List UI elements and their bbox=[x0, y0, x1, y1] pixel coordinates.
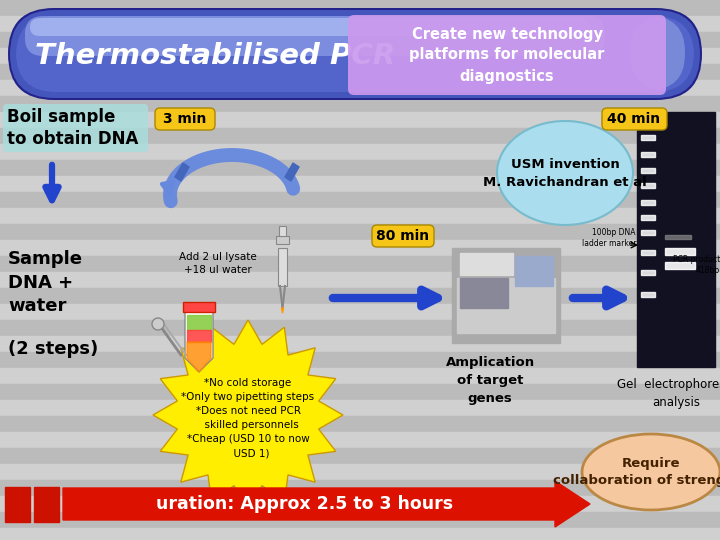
FancyBboxPatch shape bbox=[630, 16, 685, 90]
Bar bbox=[637, 112, 715, 367]
Bar bbox=[665, 262, 695, 269]
Bar bbox=[0, 336, 720, 352]
Text: (2 steps): (2 steps) bbox=[8, 340, 98, 358]
Polygon shape bbox=[285, 163, 299, 181]
Bar bbox=[0, 416, 720, 432]
Text: 100bp DNA
ladder marker: 100bp DNA ladder marker bbox=[582, 228, 636, 248]
Text: PCR product
418bp: PCR product 418bp bbox=[672, 255, 720, 275]
Bar bbox=[0, 144, 720, 160]
FancyBboxPatch shape bbox=[3, 104, 148, 152]
FancyBboxPatch shape bbox=[602, 108, 667, 130]
Text: Add 2 ul lysate
+18 ul water: Add 2 ul lysate +18 ul water bbox=[179, 252, 257, 275]
Bar bbox=[0, 272, 720, 288]
Bar bbox=[0, 400, 720, 416]
Bar bbox=[0, 208, 720, 224]
Ellipse shape bbox=[497, 121, 633, 225]
FancyBboxPatch shape bbox=[30, 18, 590, 36]
Bar bbox=[0, 512, 720, 528]
Polygon shape bbox=[185, 310, 213, 372]
Bar bbox=[0, 176, 720, 192]
Bar bbox=[0, 256, 720, 272]
Text: USM invention
M. Ravichandran et al: USM invention M. Ravichandran et al bbox=[483, 158, 647, 188]
Bar bbox=[641, 215, 655, 220]
Bar bbox=[641, 230, 655, 235]
Bar bbox=[0, 96, 720, 112]
Bar bbox=[0, 384, 720, 400]
Bar bbox=[515, 256, 553, 286]
Circle shape bbox=[152, 318, 164, 330]
Bar bbox=[641, 270, 655, 275]
Bar bbox=[641, 183, 655, 188]
Bar bbox=[278, 248, 287, 286]
Text: Thermostabilised PCR: Thermostabilised PCR bbox=[35, 42, 395, 70]
Bar bbox=[641, 168, 655, 173]
Bar bbox=[0, 224, 720, 240]
Bar bbox=[0, 16, 720, 32]
Text: Gel  electrophoresis
analysis: Gel electrophoresis analysis bbox=[617, 378, 720, 409]
Bar bbox=[0, 304, 720, 320]
Bar bbox=[665, 235, 691, 239]
Bar bbox=[0, 448, 720, 464]
FancyBboxPatch shape bbox=[155, 108, 215, 130]
Bar bbox=[0, 432, 720, 448]
Bar bbox=[0, 288, 720, 304]
Bar bbox=[276, 236, 289, 244]
FancyBboxPatch shape bbox=[16, 16, 694, 92]
FancyBboxPatch shape bbox=[10, 10, 700, 98]
Bar bbox=[641, 152, 655, 157]
Bar bbox=[5, 487, 30, 522]
Bar bbox=[0, 496, 720, 512]
Bar bbox=[641, 135, 655, 140]
Bar bbox=[279, 226, 286, 236]
Bar bbox=[452, 248, 560, 343]
Bar bbox=[0, 480, 720, 496]
Bar bbox=[0, 240, 720, 256]
Polygon shape bbox=[282, 308, 284, 313]
Bar bbox=[0, 160, 720, 176]
Text: Create new technology
platforms for molecular
diagnostics: Create new technology platforms for mole… bbox=[409, 26, 605, 84]
Text: *No cold storage
*Only two pipetting steps
*Does not need PCR
  skilled personne: *No cold storage *Only two pipetting ste… bbox=[181, 378, 315, 458]
Bar bbox=[0, 0, 720, 16]
Text: uration: Approx 2.5 to 3 hours: uration: Approx 2.5 to 3 hours bbox=[156, 495, 454, 513]
Text: 3 min: 3 min bbox=[163, 112, 207, 126]
Bar bbox=[0, 192, 720, 208]
FancyBboxPatch shape bbox=[348, 15, 666, 95]
FancyBboxPatch shape bbox=[372, 225, 434, 247]
Bar bbox=[0, 320, 720, 336]
Bar bbox=[0, 48, 720, 64]
FancyBboxPatch shape bbox=[25, 16, 605, 56]
Polygon shape bbox=[153, 320, 343, 510]
Bar bbox=[0, 528, 720, 540]
Text: Sample
DNA +
water: Sample DNA + water bbox=[8, 250, 83, 315]
Bar bbox=[0, 64, 720, 80]
Bar bbox=[0, 32, 720, 48]
Bar bbox=[665, 248, 695, 255]
Ellipse shape bbox=[582, 434, 720, 510]
FancyBboxPatch shape bbox=[8, 8, 702, 100]
Bar bbox=[0, 368, 720, 384]
Text: Boil sample
to obtain DNA: Boil sample to obtain DNA bbox=[7, 107, 138, 148]
Bar bbox=[460, 253, 513, 275]
Polygon shape bbox=[63, 481, 590, 527]
Polygon shape bbox=[187, 342, 211, 372]
Text: 80 min: 80 min bbox=[377, 229, 430, 243]
Bar bbox=[34, 487, 59, 522]
Polygon shape bbox=[187, 315, 211, 330]
Bar bbox=[457, 278, 555, 333]
Bar bbox=[0, 112, 720, 128]
Bar bbox=[641, 292, 655, 297]
Text: Require
collaboration of strengths: Require collaboration of strengths bbox=[553, 457, 720, 487]
Bar bbox=[0, 352, 720, 368]
Bar bbox=[0, 464, 720, 480]
Bar bbox=[460, 278, 508, 308]
Text: Amplication
of target
genes: Amplication of target genes bbox=[446, 356, 534, 405]
Polygon shape bbox=[175, 163, 189, 181]
Bar bbox=[641, 200, 655, 205]
Polygon shape bbox=[187, 330, 211, 342]
Bar bbox=[641, 250, 655, 255]
Bar bbox=[183, 302, 215, 312]
Text: 40 min: 40 min bbox=[608, 112, 660, 126]
Bar bbox=[0, 80, 720, 96]
Bar bbox=[0, 128, 720, 144]
